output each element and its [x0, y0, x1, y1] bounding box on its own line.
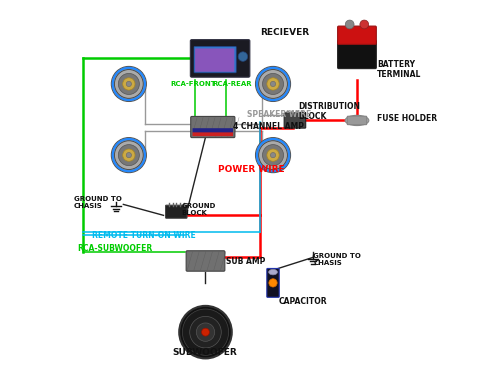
FancyBboxPatch shape: [190, 40, 250, 77]
FancyBboxPatch shape: [194, 46, 236, 73]
FancyBboxPatch shape: [186, 251, 225, 271]
Text: GROUND TO
CHASIS: GROUND TO CHASIS: [74, 196, 122, 209]
FancyBboxPatch shape: [338, 41, 377, 69]
Circle shape: [296, 110, 299, 113]
Circle shape: [258, 70, 287, 98]
FancyBboxPatch shape: [195, 49, 234, 72]
Circle shape: [190, 316, 221, 348]
Circle shape: [287, 110, 289, 113]
Circle shape: [118, 73, 139, 95]
Circle shape: [179, 306, 232, 358]
Ellipse shape: [269, 269, 277, 275]
FancyBboxPatch shape: [347, 116, 367, 125]
Circle shape: [115, 70, 143, 98]
Text: FUSE HOLDER: FUSE HOLDER: [377, 114, 437, 123]
Text: RECIEVER: RECIEVER: [260, 28, 309, 37]
Text: REMOTE TURN-ON WIRE: REMOTE TURN-ON WIRE: [92, 231, 196, 240]
Circle shape: [267, 149, 279, 161]
Text: GROUND
BLOCK: GROUND BLOCK: [182, 203, 216, 216]
Circle shape: [111, 66, 146, 101]
Circle shape: [271, 81, 276, 87]
Circle shape: [238, 52, 248, 61]
Circle shape: [126, 81, 132, 87]
FancyBboxPatch shape: [166, 205, 187, 218]
Text: SUB AMP: SUB AMP: [226, 257, 265, 266]
Ellipse shape: [345, 115, 369, 126]
Text: RCA-FRONT: RCA-FRONT: [171, 81, 216, 87]
Circle shape: [256, 66, 290, 101]
Circle shape: [201, 328, 210, 336]
Circle shape: [111, 138, 146, 173]
Circle shape: [256, 138, 290, 173]
Circle shape: [258, 141, 287, 169]
Text: POWER WIRE: POWER WIRE: [218, 165, 285, 174]
Text: CAPACITOR: CAPACITOR: [278, 297, 327, 306]
Circle shape: [115, 141, 143, 169]
Text: DISTRIBUTION
BLOCK: DISTRIBUTION BLOCK: [299, 101, 361, 121]
FancyBboxPatch shape: [191, 116, 235, 138]
Circle shape: [123, 149, 135, 161]
FancyBboxPatch shape: [193, 132, 233, 136]
Circle shape: [123, 78, 135, 90]
Circle shape: [118, 145, 139, 166]
Text: RCA-REAR: RCA-REAR: [213, 81, 253, 87]
Circle shape: [262, 145, 284, 166]
FancyBboxPatch shape: [193, 128, 233, 132]
Text: GROUND TO
CHASIS: GROUND TO CHASIS: [313, 253, 361, 266]
Text: 4 CHANNEL AMP: 4 CHANNEL AMP: [233, 122, 304, 131]
Circle shape: [301, 110, 303, 113]
Circle shape: [360, 20, 369, 29]
Circle shape: [126, 153, 132, 158]
Circle shape: [197, 323, 215, 341]
Circle shape: [269, 279, 277, 287]
FancyBboxPatch shape: [284, 113, 306, 128]
FancyBboxPatch shape: [267, 269, 279, 297]
FancyBboxPatch shape: [338, 26, 377, 45]
Circle shape: [345, 20, 354, 29]
Text: SPEAKER WIRE: SPEAKER WIRE: [247, 111, 312, 119]
Text: RCA-SUBWOOFER: RCA-SUBWOOFER: [78, 244, 153, 253]
Circle shape: [271, 153, 276, 158]
Circle shape: [291, 110, 294, 113]
Circle shape: [267, 78, 279, 90]
Text: SUBWOOFER: SUBWOOFER: [173, 348, 237, 357]
Text: BATTERY
TERMINAL: BATTERY TERMINAL: [377, 59, 422, 79]
Circle shape: [182, 309, 228, 355]
Circle shape: [262, 73, 284, 95]
